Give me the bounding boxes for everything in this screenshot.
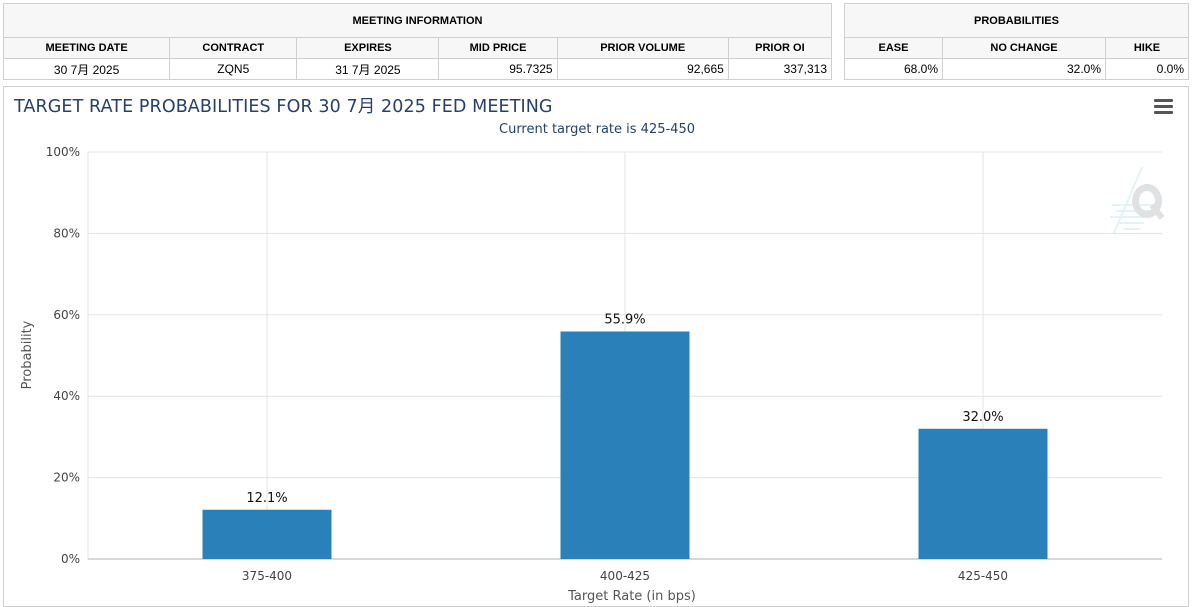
y-tick-label: 60%	[53, 308, 80, 322]
quikstrike-q-logo-icon	[1110, 166, 1165, 234]
probabilities-table: PROBABILITIES EASE NO CHANGE HIKE 68.0% …	[843, 3, 1190, 80]
data-label: 32.0%	[962, 410, 1003, 425]
prior-volume-value: 92,665	[556, 58, 729, 80]
x-axis-title: Target Rate (in bps)	[567, 589, 696, 604]
bar-375-400[interactable]	[202, 509, 332, 559]
data-label: 12.1%	[246, 491, 287, 506]
hamburger-menu-icon[interactable]	[1154, 99, 1173, 115]
meeting-information-table: MEETING INFORMATION MEETING DATE CONTRAC…	[2, 3, 833, 80]
prior-oi-value: 337,313	[727, 58, 833, 80]
meeting-date-value: 30 7月 2025	[2, 58, 171, 80]
chart-title: TARGET RATE PROBABILITIES FOR 30 7月 2025…	[14, 97, 553, 117]
bar-chart: 0% 20% 40% 60% 80% 100% 12.1% 375-400 55.9% 400-4…	[20, 145, 1165, 604]
header-meeting-date: MEETING DATE	[2, 37, 171, 59]
y-tick-label: 100%	[46, 145, 80, 159]
header-mid-price: MID PRICE	[438, 37, 558, 59]
header-prior-oi: PRIOR OI	[727, 37, 833, 59]
data-label: 55.9%	[604, 312, 645, 327]
header-hike: HIKE	[1104, 37, 1190, 59]
hike-value: 0.0%	[1104, 58, 1190, 80]
bar-425-450[interactable]	[918, 428, 1048, 559]
header-no-change: NO CHANGE	[942, 37, 1106, 59]
header-prior-volume: PRIOR VOLUME	[556, 37, 729, 59]
y-tick-label: 0%	[61, 552, 80, 566]
y-axis-title: Probability	[20, 320, 35, 389]
probabilities-title: PROBABILITIES	[843, 3, 1190, 38]
expires-value: 31 7月 2025	[296, 58, 440, 80]
header-ease: EASE	[844, 37, 943, 59]
x-tick-label: 375-400	[242, 569, 292, 583]
x-tick-label: 425-450	[958, 569, 1008, 583]
header-contract: CONTRACT	[169, 37, 298, 59]
ease-value: 68.0%	[844, 58, 943, 80]
mid-price-value: 95.7325	[438, 58, 558, 80]
bar-400-425[interactable]	[560, 331, 690, 559]
chart-subtitle: Current target rate is 425-450	[499, 122, 695, 137]
y-tick-label: 40%	[53, 389, 80, 403]
header-expires: EXPIRES	[296, 37, 440, 59]
y-tick-label: 80%	[53, 226, 80, 240]
chart-panel: 0% 20% 40% 60% 80% 100% 12.1% 375-400 55.9% 400-4…	[3, 86, 1189, 607]
no-change-value: 32.0%	[942, 58, 1106, 80]
meeting-information-title: MEETING INFORMATION	[3, 3, 832, 38]
x-tick-label: 400-425	[600, 569, 650, 583]
contract-value: ZQN5	[169, 58, 298, 80]
y-tick-label: 20%	[53, 471, 80, 485]
